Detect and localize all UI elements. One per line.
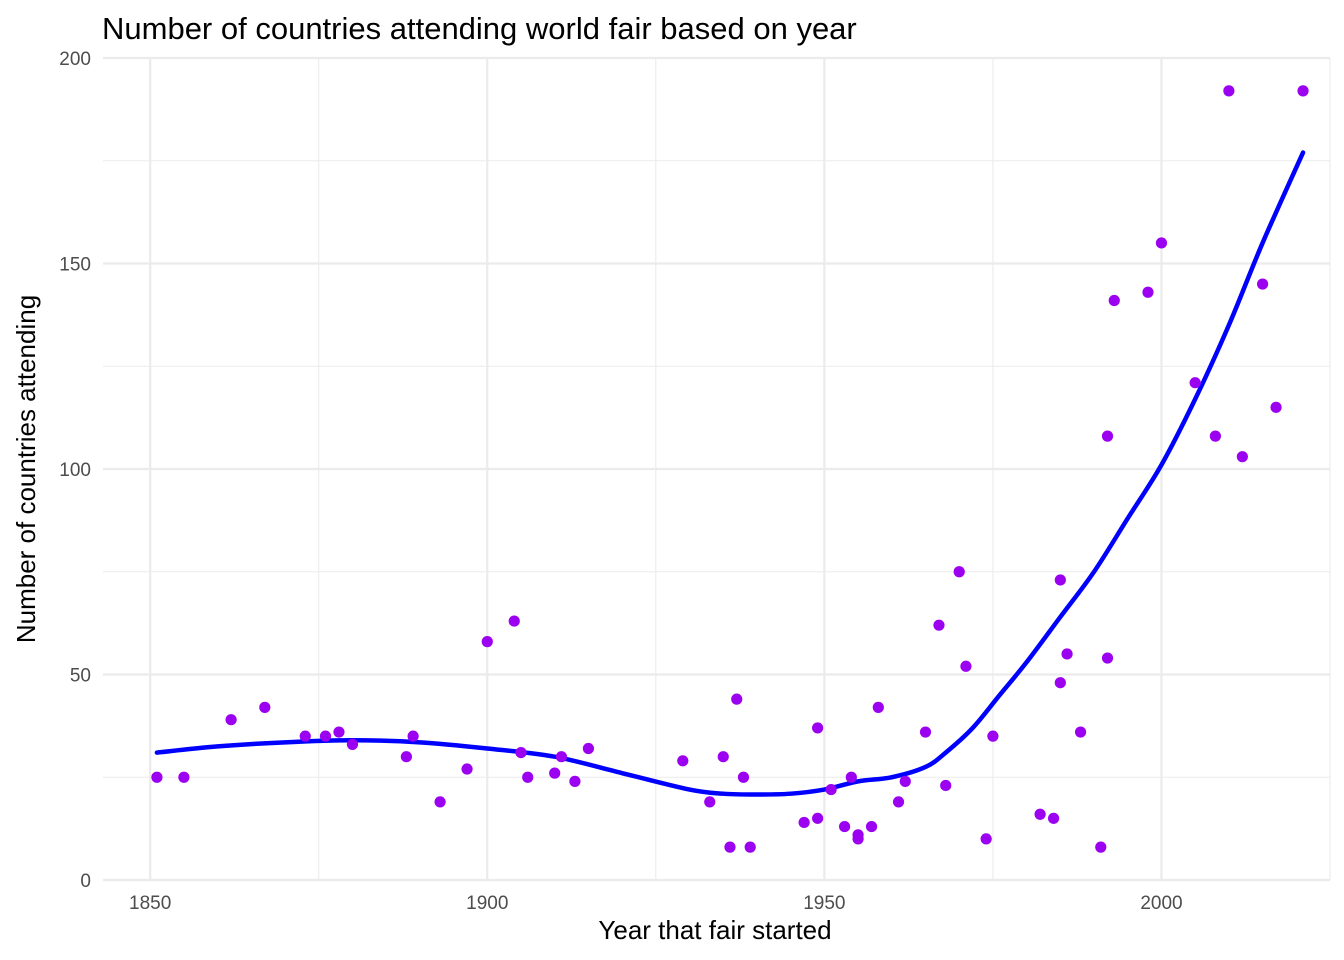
data-point bbox=[940, 779, 952, 792]
data-point bbox=[1095, 841, 1107, 853]
y-tick-label: 50 bbox=[70, 666, 91, 687]
y-tick-label: 0 bbox=[80, 871, 91, 892]
data-point bbox=[960, 660, 972, 672]
data-point bbox=[744, 841, 756, 853]
data-point bbox=[346, 738, 359, 750]
data-point bbox=[582, 742, 595, 755]
data-point bbox=[1061, 648, 1073, 660]
data-point bbox=[865, 820, 878, 833]
x-tick-labels: 1850 1900 1950 2000 bbox=[129, 893, 1183, 914]
x-tick-label: 2000 bbox=[1140, 893, 1182, 914]
data-point bbox=[1236, 451, 1248, 463]
data-point bbox=[1209, 430, 1221, 442]
data-point bbox=[1054, 574, 1066, 586]
x-tick-label: 1850 bbox=[129, 893, 171, 914]
data-point bbox=[724, 841, 736, 853]
data-point bbox=[1101, 652, 1114, 664]
data-point bbox=[333, 726, 345, 738]
data-point bbox=[1189, 377, 1201, 389]
data-point bbox=[825, 783, 837, 796]
data-point bbox=[812, 812, 824, 824]
data-point bbox=[933, 619, 945, 631]
y-tick-label: 200 bbox=[59, 49, 91, 70]
chart-title: Number of countries attending world fair… bbox=[102, 11, 857, 46]
data-point bbox=[555, 751, 568, 763]
data-point bbox=[1047, 812, 1060, 824]
grid bbox=[103, 56, 1331, 882]
data-point bbox=[845, 771, 857, 783]
x-tick-label: 1950 bbox=[803, 893, 845, 914]
data-point bbox=[1155, 237, 1168, 249]
data-point bbox=[508, 615, 520, 627]
data-point bbox=[461, 763, 473, 775]
data-point bbox=[812, 722, 824, 734]
data-point bbox=[987, 730, 999, 742]
data-point bbox=[299, 730, 311, 742]
data-point bbox=[1297, 85, 1309, 97]
data-point bbox=[899, 775, 911, 787]
data-point bbox=[704, 796, 716, 808]
data-point bbox=[400, 751, 412, 763]
data-point bbox=[569, 775, 581, 787]
data-point bbox=[407, 730, 419, 742]
data-point bbox=[1074, 726, 1087, 738]
y-tick-labels: 0 50 100 150 200 bbox=[59, 49, 91, 892]
y-axis-title: Number of countries attending bbox=[11, 295, 41, 643]
data-point bbox=[677, 755, 689, 767]
data-point bbox=[259, 701, 271, 713]
data-point bbox=[838, 820, 851, 833]
smooth-trend-line bbox=[154, 150, 1306, 797]
data-point bbox=[1054, 677, 1066, 689]
x-axis-title: Year that fair started bbox=[598, 915, 831, 945]
data-point bbox=[852, 833, 864, 845]
data-point bbox=[980, 833, 992, 845]
data-point bbox=[1142, 286, 1154, 298]
data-point bbox=[178, 771, 190, 783]
data-point bbox=[1034, 808, 1046, 820]
points-layer bbox=[151, 85, 1309, 853]
data-point bbox=[919, 726, 932, 738]
data-point bbox=[434, 796, 446, 808]
data-point bbox=[731, 693, 743, 705]
data-point bbox=[481, 636, 493, 648]
data-point bbox=[953, 566, 965, 578]
data-point bbox=[515, 746, 527, 759]
data-point bbox=[1101, 430, 1114, 442]
data-point bbox=[549, 767, 561, 779]
data-point bbox=[1108, 294, 1120, 307]
y-tick-label: 100 bbox=[59, 460, 91, 481]
smooth-line-layer bbox=[154, 150, 1306, 797]
data-point bbox=[225, 714, 237, 726]
x-tick-label: 1900 bbox=[466, 893, 508, 914]
data-point bbox=[737, 771, 750, 783]
data-point bbox=[798, 816, 810, 829]
data-point bbox=[892, 796, 905, 808]
data-point bbox=[1223, 85, 1235, 97]
data-point bbox=[522, 771, 534, 783]
data-point bbox=[872, 701, 884, 713]
data-point bbox=[319, 730, 332, 742]
data-point bbox=[717, 751, 729, 763]
data-point bbox=[1256, 278, 1269, 290]
data-point bbox=[151, 771, 163, 783]
data-point bbox=[1270, 401, 1282, 413]
y-tick-label: 150 bbox=[59, 255, 91, 276]
